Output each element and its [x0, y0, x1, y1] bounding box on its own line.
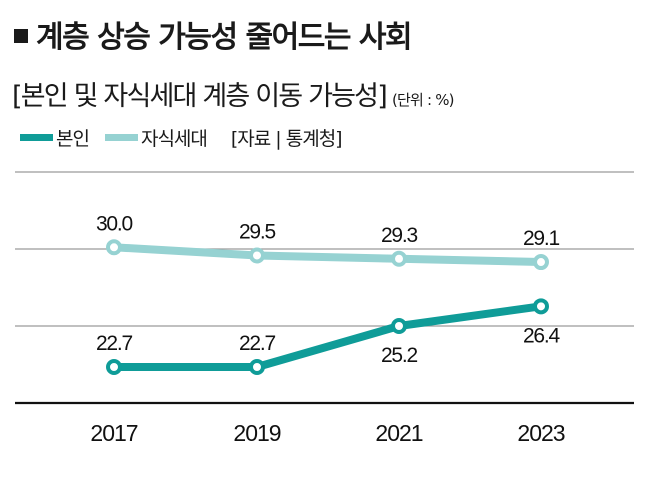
x-tick-label-2019: 2019 [233, 420, 280, 446]
series-line-children [110, 243, 545, 267]
value-labels: 30.0 29.5 29.3 29.1 22.7 22.7 25.2 26.4 [96, 212, 562, 367]
chart-title-text: 계층 상승 가능성 줄어드는 사회 [36, 20, 413, 55]
series-line-self [110, 302, 545, 371]
data-label-self-2021: 25.2 [381, 344, 418, 367]
data-point-self-2021 [391, 318, 407, 334]
x-tick-label-2017: 2017 [90, 420, 137, 446]
legend-swatch-children [104, 134, 138, 141]
black-square-icon [14, 29, 28, 43]
data-point-self-2023 [533, 298, 549, 315]
legend-label-children: 자식세대 [140, 128, 208, 150]
data-point-children-2021 [391, 250, 407, 267]
chart-subtitle: [본인 및 자식세대 계층 이동 가능성] (단위 : %) [12, 74, 454, 113]
unit-label: (단위 : %) [391, 91, 455, 109]
data-point-children-2019 [249, 247, 265, 264]
data-label-children-2021: 29.3 [381, 224, 418, 247]
legend-label-self: 본인 [56, 128, 90, 150]
data-label-self-2017: 22.7 [96, 332, 133, 355]
x-tick-label-2023: 2023 [517, 420, 564, 446]
data-label-children-2019: 29.5 [239, 220, 276, 243]
data-point-self-2019 [249, 359, 265, 375]
chart-subtitle-text: [본인 및 자식세대 계층 이동 가능성] [12, 81, 388, 112]
chart-title: 계층 상승 가능성 줄어드는 사회 [14, 12, 413, 56]
data-label-children-2017: 30.0 [96, 212, 133, 235]
data-point-children-2023 [533, 254, 549, 271]
data-point-children-2017 [106, 239, 122, 256]
data-label-children-2023: 29.1 [523, 227, 560, 250]
series-group [106, 239, 549, 375]
legend: 본인 자식세대 [자료 | 통계청] [20, 124, 343, 151]
source-label: [자료 | 통계청] [230, 128, 343, 150]
x-axis: 2017 2019 2021 2023 [90, 420, 565, 446]
x-tick-label-2021: 2021 [375, 420, 422, 446]
data-label-self-2023: 26.4 [523, 324, 561, 347]
legend-swatch-self [20, 134, 53, 141]
legend-item-self: 본인 [20, 124, 90, 151]
data-point-self-2017 [106, 359, 122, 375]
legend-item-children: 자식세대 [104, 124, 208, 151]
data-label-self-2019: 22.7 [239, 332, 276, 355]
